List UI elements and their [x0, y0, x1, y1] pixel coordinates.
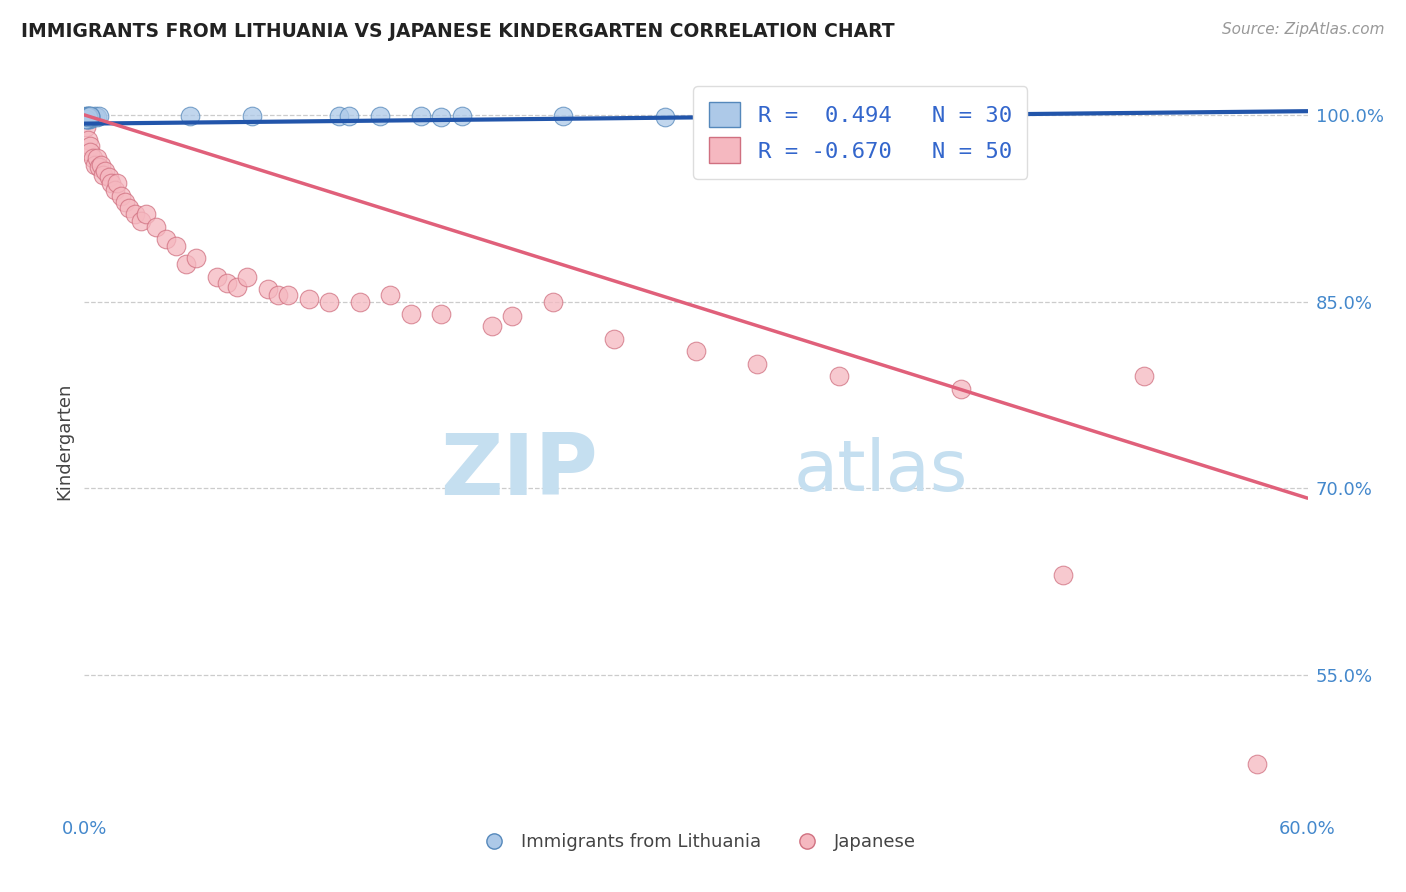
Point: [75, 109, 97, 123]
Point: [77, 112, 100, 126]
Point: [79, 109, 101, 123]
Point: [155, 232, 177, 246]
Point: [75, 111, 97, 125]
Point: [83, 158, 105, 172]
Point: [75, 112, 97, 126]
Point: [240, 109, 263, 123]
Point: [481, 319, 503, 334]
Point: [328, 109, 350, 123]
Point: [79, 139, 101, 153]
Point: [349, 294, 371, 309]
Point: [226, 279, 249, 293]
Point: [257, 282, 280, 296]
Point: [318, 294, 340, 309]
Point: [217, 276, 239, 290]
Text: atlas: atlas: [794, 437, 969, 506]
Point: [135, 207, 157, 221]
Point: [90, 158, 112, 172]
Point: [79, 111, 101, 125]
Point: [1052, 568, 1074, 582]
Point: [77, 111, 100, 125]
Point: [380, 288, 402, 302]
Point: [430, 111, 453, 125]
Point: [186, 251, 208, 265]
Point: [97, 170, 120, 185]
Y-axis label: Kindergarten: Kindergarten: [55, 383, 73, 500]
Point: [104, 183, 127, 197]
Point: [75, 111, 97, 125]
Point: [79, 111, 101, 125]
Point: [267, 288, 290, 302]
Text: IMMIGRANTS FROM LITHUANIA VS JAPANESE KINDERGARTEN CORRELATION CHART: IMMIGRANTS FROM LITHUANIA VS JAPANESE KI…: [21, 22, 894, 41]
Point: [83, 109, 105, 123]
Point: [77, 112, 100, 126]
Point: [502, 310, 524, 324]
Point: [79, 112, 101, 126]
Point: [87, 160, 110, 174]
Point: [179, 109, 201, 123]
Point: [1133, 369, 1156, 384]
Point: [77, 109, 100, 123]
Point: [114, 194, 136, 209]
Point: [950, 382, 973, 396]
Point: [86, 152, 108, 166]
Point: [747, 357, 769, 371]
Point: [654, 111, 676, 125]
Point: [174, 257, 197, 271]
Point: [87, 109, 110, 123]
Point: [368, 109, 391, 123]
Point: [409, 109, 432, 123]
Point: [685, 344, 707, 359]
Point: [124, 207, 146, 221]
Point: [277, 288, 299, 302]
Point: [430, 307, 453, 321]
Point: [79, 109, 101, 123]
Point: [339, 109, 361, 123]
Point: [75, 112, 97, 126]
Point: [165, 238, 187, 252]
Point: [82, 111, 104, 125]
Point: [91, 168, 114, 182]
Point: [131, 213, 153, 227]
Point: [828, 369, 851, 384]
Point: [77, 109, 100, 123]
Point: [236, 269, 259, 284]
Point: [93, 164, 115, 178]
Text: Source: ZipAtlas.com: Source: ZipAtlas.com: [1222, 22, 1385, 37]
Point: [205, 269, 228, 284]
Point: [118, 201, 141, 215]
Point: [145, 219, 167, 234]
Point: [77, 111, 100, 125]
Point: [82, 152, 104, 166]
Point: [100, 177, 122, 191]
Point: [450, 109, 472, 123]
Point: [79, 145, 101, 160]
Point: [105, 177, 128, 191]
Point: [1246, 757, 1268, 772]
Legend: Immigrants from Lithuania, Japanese: Immigrants from Lithuania, Japanese: [470, 826, 922, 858]
Point: [86, 111, 108, 125]
Text: ZIP: ZIP: [440, 430, 598, 513]
Point: [553, 109, 575, 123]
Point: [75, 120, 97, 135]
Point: [110, 188, 132, 202]
Point: [399, 307, 422, 321]
Point: [298, 292, 321, 306]
Point: [77, 133, 100, 147]
Point: [603, 332, 626, 346]
Point: [543, 294, 565, 309]
